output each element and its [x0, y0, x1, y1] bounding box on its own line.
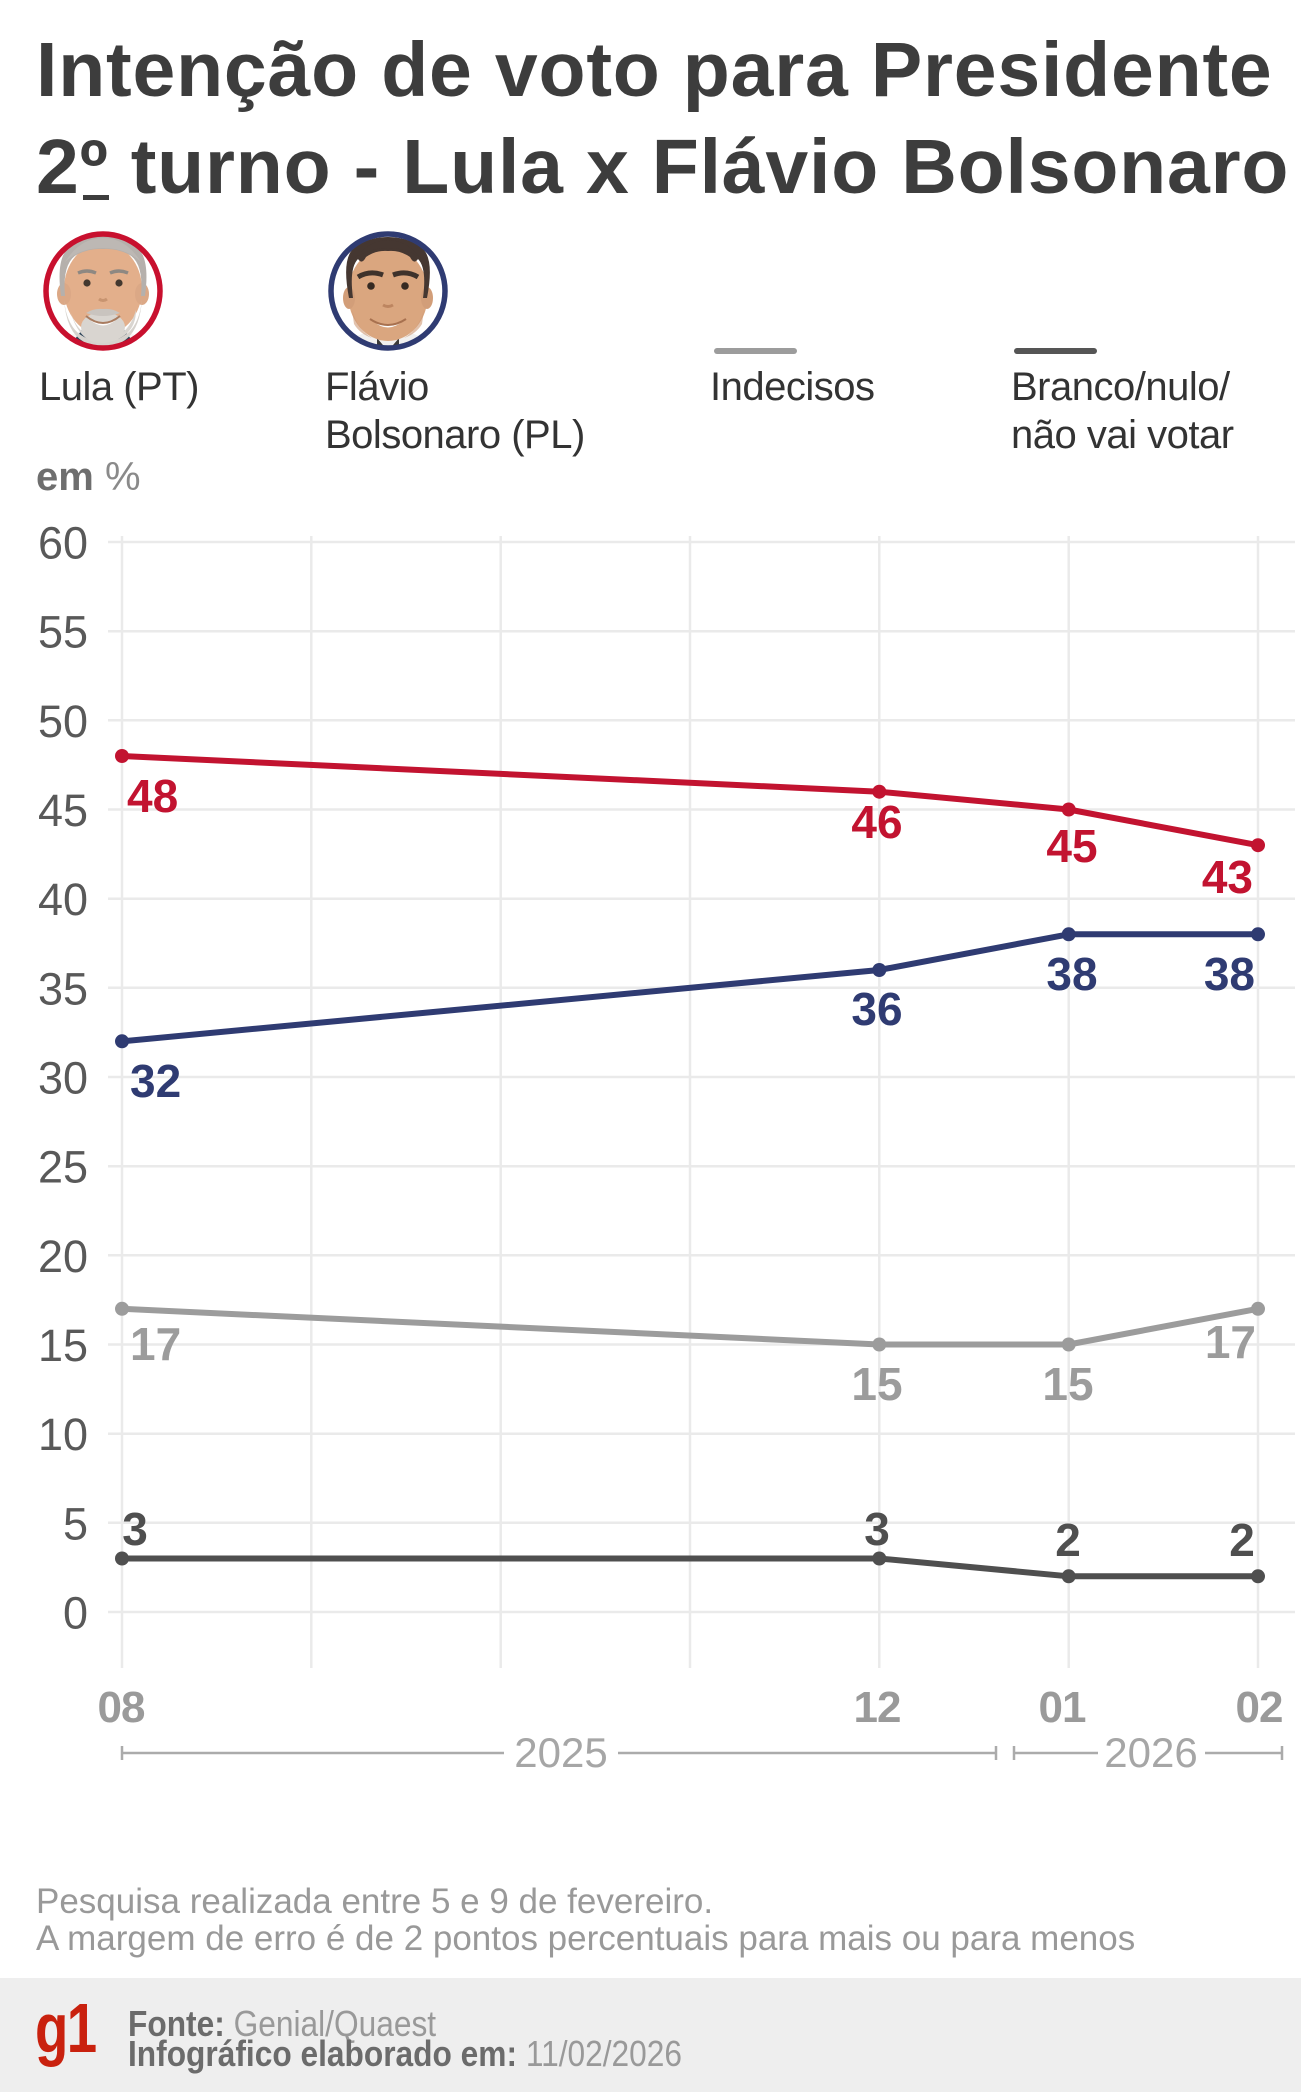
svg-text:2026: 2026 [1104, 1729, 1197, 1776]
svg-text:55: 55 [38, 607, 88, 658]
svg-text:3: 3 [864, 1503, 890, 1555]
svg-text:15: 15 [1042, 1358, 1093, 1410]
svg-text:3: 3 [122, 1503, 148, 1555]
svg-text:2025: 2025 [514, 1729, 607, 1776]
svg-text:5: 5 [63, 1498, 88, 1549]
svg-text:17: 17 [130, 1318, 181, 1370]
svg-text:2: 2 [1055, 1514, 1081, 1566]
svg-text:38: 38 [1046, 948, 1097, 1000]
svg-text:38: 38 [1204, 948, 1255, 1000]
svg-text:46: 46 [851, 796, 902, 848]
svg-text:45: 45 [38, 785, 88, 836]
svg-text:15: 15 [38, 1320, 88, 1371]
svg-text:50: 50 [38, 696, 88, 747]
svg-text:36: 36 [851, 983, 902, 1035]
svg-text:60: 60 [38, 518, 88, 569]
svg-text:02: 02 [1236, 1683, 1283, 1732]
svg-text:43: 43 [1202, 851, 1253, 903]
svg-text:20: 20 [38, 1231, 88, 1282]
svg-text:17: 17 [1205, 1316, 1256, 1368]
svg-text:2: 2 [1229, 1514, 1255, 1566]
svg-text:10: 10 [38, 1409, 88, 1460]
svg-text:32: 32 [130, 1055, 181, 1107]
svg-text:15: 15 [851, 1358, 902, 1410]
svg-text:40: 40 [38, 874, 88, 925]
svg-text:12: 12 [854, 1683, 901, 1732]
svg-text:01: 01 [1039, 1683, 1086, 1732]
svg-text:08: 08 [98, 1683, 145, 1732]
svg-text:25: 25 [38, 1142, 88, 1193]
svg-text:0: 0 [63, 1588, 88, 1639]
svg-text:48: 48 [127, 770, 178, 822]
svg-text:30: 30 [38, 1053, 88, 1104]
svg-text:35: 35 [38, 963, 88, 1014]
svg-text:45: 45 [1046, 820, 1097, 872]
